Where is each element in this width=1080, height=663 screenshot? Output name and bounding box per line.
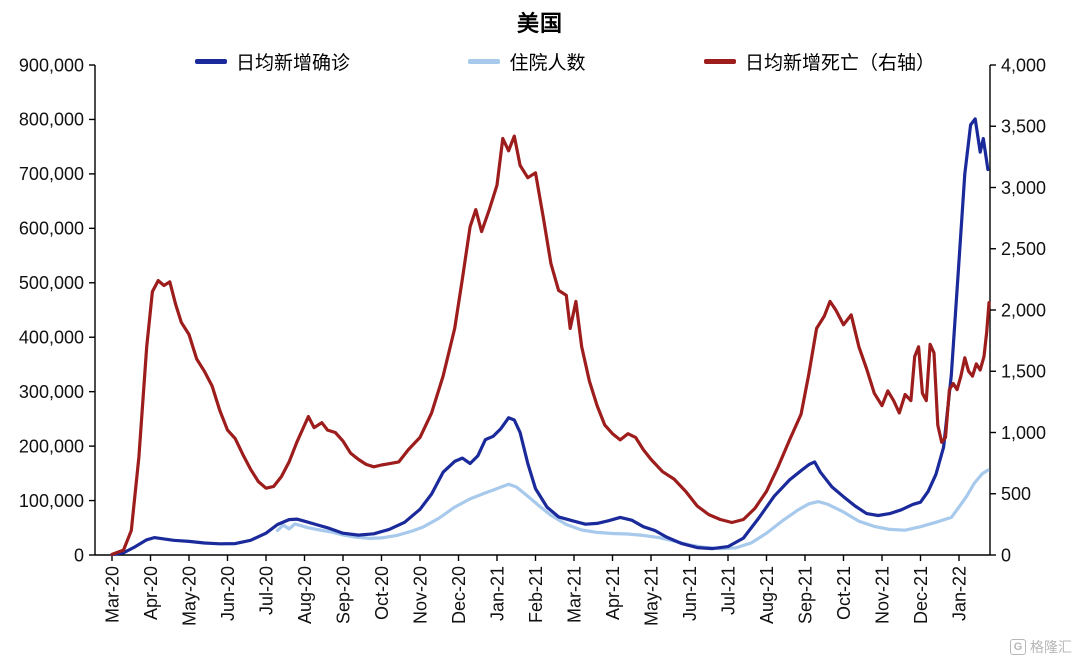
- x-tick-label: May-21: [641, 566, 661, 626]
- series-line-1: [110, 117, 990, 557]
- y-left-tick-label: 700,000: [19, 164, 84, 184]
- series-line-0: [275, 468, 990, 551]
- y-right-tick-label: 1,000: [1001, 423, 1046, 443]
- legend-label: 日均新增死亡（右轴）: [744, 53, 935, 74]
- x-tick-label: Apr-20: [141, 566, 161, 620]
- x-tick-label: Nov-20: [410, 566, 430, 624]
- series-line-2: [110, 134, 991, 557]
- legend-item-2: 日均新增死亡（右轴）: [703, 48, 935, 75]
- y-right-tick-label: 2,500: [1001, 239, 1046, 259]
- x-tick-label: Jun-21: [680, 566, 700, 621]
- legend-swatch: [703, 59, 736, 64]
- chart-legend: 日均新增确诊 住院人数 日均新增死亡（右轴）: [195, 48, 935, 75]
- gelonghui-logo-icon: G: [1010, 639, 1026, 655]
- legend-item-0: 住院人数: [468, 48, 586, 75]
- x-axis: Mar-20 Apr-20 May-20 Jun-20 Jul-20 Aug-20 Sep-…: [95, 554, 990, 626]
- x-tick-label: May-20: [179, 566, 199, 626]
- y-right-tick-label: 1,500: [1001, 362, 1046, 382]
- legend-label: 日均新增确诊: [236, 53, 351, 74]
- y-right-tick-label: 3,000: [1001, 178, 1046, 198]
- x-tick-label: Jun-20: [218, 566, 238, 621]
- y-left-tick-label: 800,000: [19, 110, 84, 130]
- y-axis-right: 0 500 1,000 1,500 2,000 2,500 3,000 3,500 4,000: [989, 55, 1046, 565]
- y-left-tick-label: 500,000: [19, 273, 84, 293]
- y-left-tick-label: 200,000: [19, 436, 84, 456]
- x-tick-label: Jan-21: [487, 566, 507, 621]
- y-left-tick-label: 300,000: [19, 382, 84, 402]
- y-right-tick-label: 500: [1001, 484, 1031, 504]
- x-tick-label: Jul-20: [256, 566, 276, 615]
- y-right-tick-label: 4,000: [1001, 55, 1046, 75]
- watermark-text: 格隆汇: [1030, 639, 1072, 655]
- x-tick-label: Aug-21: [757, 566, 777, 624]
- x-tick-label: Mar-21: [564, 566, 584, 623]
- x-tick-label: Sep-20: [333, 566, 353, 624]
- chart-title: 美国: [516, 11, 563, 36]
- legend-label: 住院人数: [509, 53, 586, 74]
- x-tick-label: Apr-21: [603, 566, 623, 620]
- y-left-tick-label: 0: [74, 545, 84, 565]
- x-tick-label: Jul-21: [718, 566, 738, 615]
- y-left-tick-label: 900,000: [19, 55, 84, 75]
- y-left-tick-label: 400,000: [19, 328, 84, 348]
- y-left-tick-label: 600,000: [19, 219, 84, 239]
- x-tick-label: Dec-20: [449, 566, 469, 624]
- watermark: G 格隆汇: [1010, 637, 1072, 657]
- x-tick-label: Nov-21: [872, 566, 892, 624]
- y-right-tick-label: 3,500: [1001, 117, 1046, 137]
- x-tick-label: Jan-22: [949, 566, 969, 621]
- x-tick-label: Sep-21: [795, 566, 815, 624]
- x-tick-label: Oct-20: [372, 566, 392, 620]
- y-axis-left: 0 100,000 200,000 300,000 400,000 500,000 600,…: [19, 55, 96, 565]
- x-tick-label: Feb-21: [526, 566, 546, 623]
- x-tick-label: Dec-21: [911, 566, 931, 624]
- legend-item-1: 日均新增确诊: [195, 48, 350, 75]
- x-tick-label: Mar-20: [102, 566, 122, 623]
- y-right-tick-label: 0: [1001, 545, 1011, 565]
- y-right-tick-label: 2,000: [1001, 300, 1046, 320]
- y-left-tick-label: 100,000: [19, 491, 84, 511]
- legend-swatch: [195, 59, 227, 64]
- legend-swatch: [468, 59, 501, 64]
- x-tick-label: Oct-21: [834, 566, 854, 620]
- x-tick-label: Aug-20: [295, 566, 315, 624]
